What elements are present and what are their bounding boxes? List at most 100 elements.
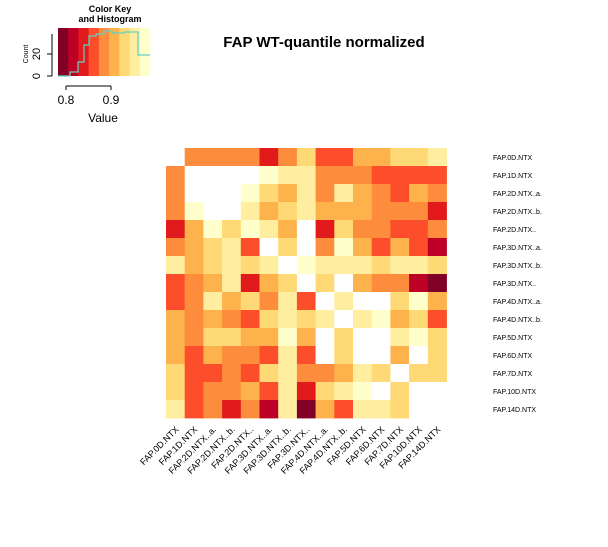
heatmap-cell — [334, 148, 354, 167]
heatmap-cell — [278, 256, 298, 275]
heatmap-cell — [240, 292, 260, 311]
heatmap-cell — [259, 220, 279, 239]
heatmap-cell — [371, 274, 391, 293]
heatmap-cell — [353, 292, 373, 311]
heatmap-cell — [296, 148, 316, 167]
heatmap-cell — [315, 238, 335, 257]
heatmap-cell — [278, 220, 298, 239]
heatmap-cell — [371, 202, 391, 221]
heatmap-cell — [334, 346, 354, 365]
heatmap-cell — [409, 256, 429, 275]
color-key-title-line2: and Histogram — [78, 14, 141, 24]
heatmap-cell — [353, 310, 373, 329]
color-key-xlabel: Value — [88, 111, 118, 125]
heatmap-cell — [427, 346, 447, 365]
heatmap-cell — [166, 346, 186, 365]
heatmap-cell — [427, 202, 447, 221]
heatmap-cell — [390, 292, 410, 311]
heatmap-cell — [409, 220, 429, 239]
heatmap-cell — [409, 274, 429, 293]
heatmap-cell — [278, 166, 298, 185]
heatmap-cell — [296, 202, 316, 221]
heatmap-cell — [315, 256, 335, 275]
heatmap-cell — [371, 148, 391, 167]
heatmap-cell — [296, 346, 316, 365]
heatmap-cell — [184, 220, 204, 239]
heatmap-cell — [353, 238, 373, 257]
color-key: Color Key and Histogram 0 20 Count 0.8 0… — [23, 4, 151, 125]
heatmap-cell — [427, 310, 447, 329]
heatmap-cell — [184, 292, 204, 311]
heatmap-cell — [259, 184, 279, 203]
heatmap-cell — [371, 310, 391, 329]
heatmap-cell — [390, 166, 410, 185]
color-key-strip — [58, 28, 69, 76]
heatmap-cell — [427, 184, 447, 203]
heatmap-cell — [296, 274, 316, 293]
heatmap-cell — [203, 202, 223, 221]
heatmap-col-labels: FAP.0D.NTXFAP.1D.NTXFAP.2D.NTX..a.FAP.2D… — [138, 424, 442, 476]
color-key-strip — [109, 28, 120, 76]
heatmap-cell — [371, 256, 391, 275]
heatmap-cell — [203, 346, 223, 365]
heatmap-cell — [203, 328, 223, 347]
row-label: FAP.6D.NTX — [493, 353, 532, 360]
heatmap-cell — [371, 166, 391, 185]
heatmap-cell — [390, 346, 410, 365]
heatmap-cell — [427, 382, 447, 401]
heatmap-cell — [409, 148, 429, 167]
heatmap-cell — [278, 310, 298, 329]
color-key-strip — [119, 28, 130, 76]
heatmap-cell — [166, 238, 186, 257]
heatmap-cell — [427, 238, 447, 257]
heatmap-cell — [334, 184, 354, 203]
row-label: FAP.1D.NTX — [493, 173, 532, 180]
heatmap-cell — [353, 400, 373, 419]
heatmap-cell — [278, 346, 298, 365]
heatmap-cell — [390, 220, 410, 239]
heatmap-cell — [409, 202, 429, 221]
row-label: FAP.2D.NTX..b. — [493, 209, 542, 216]
heatmap-cell — [371, 328, 391, 347]
heatmap-cell — [334, 400, 354, 419]
heatmap-cell — [278, 400, 298, 419]
heatmap-cell — [222, 220, 242, 239]
heatmap-cell — [184, 148, 204, 167]
heatmap-cell — [315, 166, 335, 185]
heatmap-cell — [222, 346, 242, 365]
heatmap-cell — [409, 382, 429, 401]
heatmap-cell — [390, 400, 410, 419]
color-key-histogram-line — [58, 30, 150, 77]
heatmap-cell — [334, 364, 354, 383]
heatmap-cell — [353, 382, 373, 401]
heatmap-cell — [334, 220, 354, 239]
heatmap-cell — [278, 292, 298, 311]
heatmap-cell — [240, 328, 260, 347]
row-label: FAP.3D.NTX.. — [493, 281, 536, 288]
heatmap-cell — [390, 274, 410, 293]
heatmap-cell — [203, 364, 223, 383]
heatmap-cell — [334, 202, 354, 221]
heatmap-cell — [240, 346, 260, 365]
heatmap-cell — [222, 292, 242, 311]
heatmap-cell — [184, 274, 204, 293]
heatmap-cell — [296, 400, 316, 419]
row-label: FAP.0D.NTX — [493, 155, 532, 162]
color-key-strip — [139, 28, 151, 76]
heatmap-cell — [203, 184, 223, 203]
heatmap-cell — [166, 166, 186, 185]
heatmap-row-labels: FAP.0D.NTX FAP.1D.NTX FAP.2D.NTX..a. FAP.2D… — [493, 155, 542, 414]
heatmap-cell — [184, 400, 204, 419]
heatmap-cell — [278, 274, 298, 293]
heatmap-cell — [278, 148, 298, 167]
heatmap-cell — [222, 274, 242, 293]
heatmap-cell — [390, 382, 410, 401]
heatmap-cell — [166, 148, 186, 167]
heatmap-cell — [240, 274, 260, 293]
heatmap-cell — [203, 382, 223, 401]
heatmap-cell — [240, 400, 260, 419]
heatmap-cell — [259, 256, 279, 275]
heatmap-cell — [222, 256, 242, 275]
heatmap-cell — [315, 310, 335, 329]
heatmap-cell — [203, 310, 223, 329]
